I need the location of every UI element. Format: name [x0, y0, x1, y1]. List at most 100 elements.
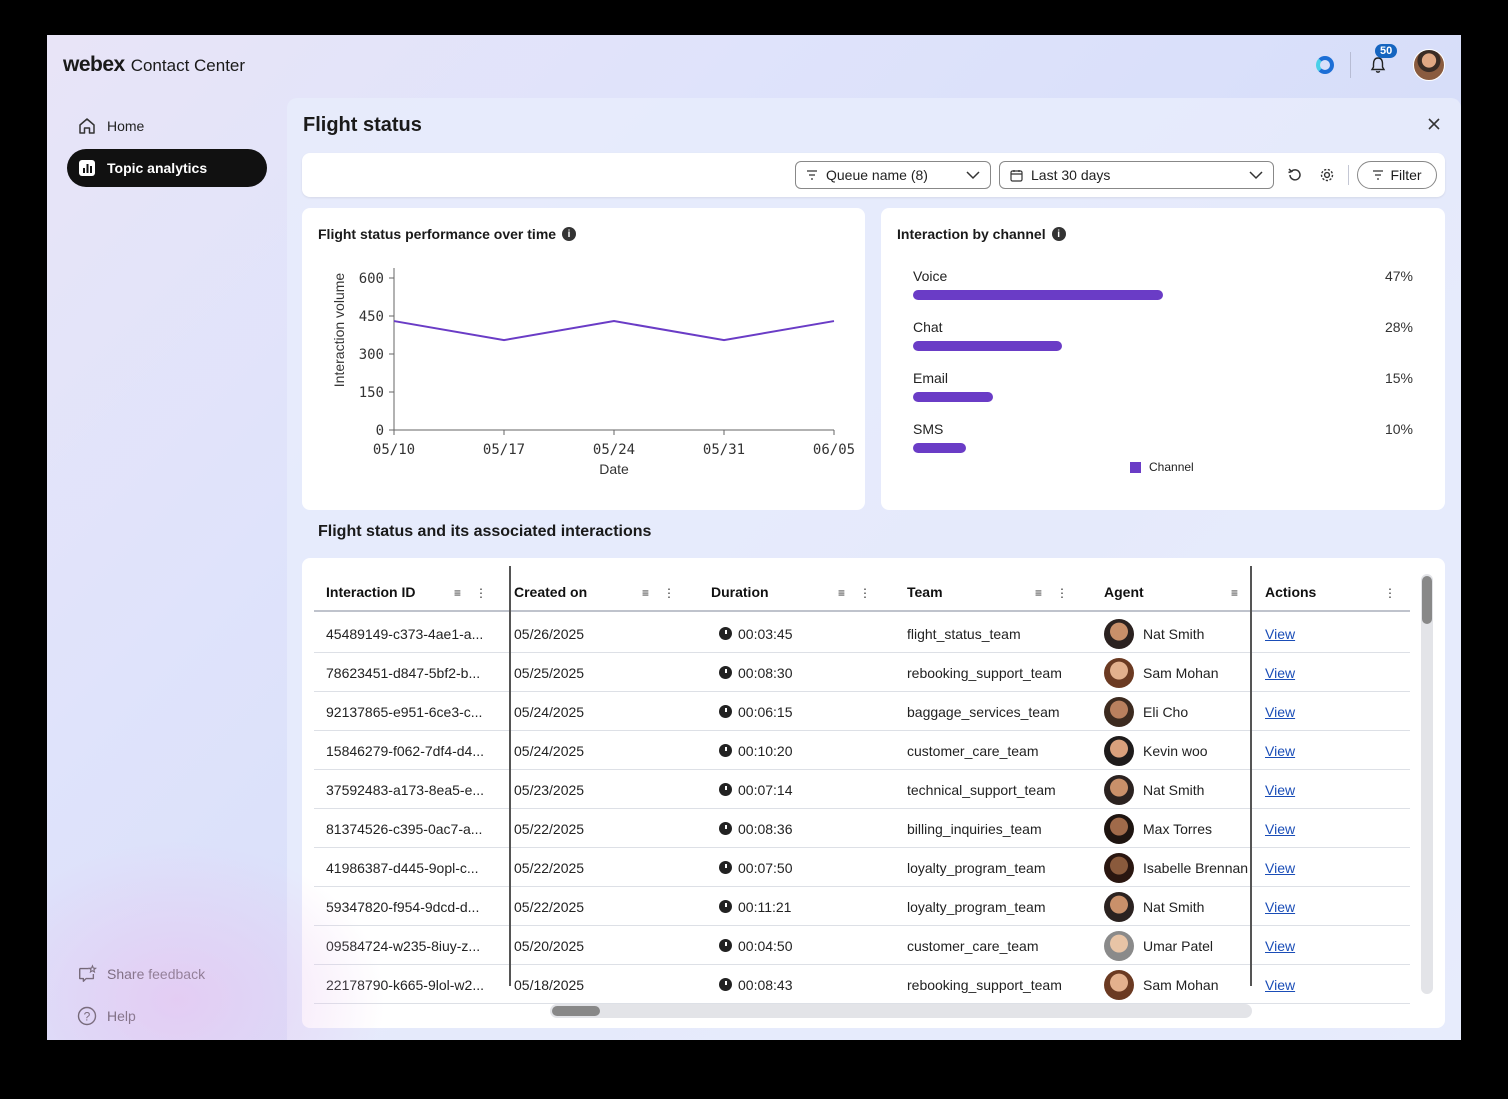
duration-cell: 00:08:36 [719, 809, 889, 848]
view-link[interactable]: View [1265, 703, 1296, 720]
column-menu[interactable]: ≡ ⋮ [642, 586, 675, 600]
view-link[interactable]: View [1265, 820, 1296, 837]
clock-icon [719, 978, 732, 991]
table-row[interactable]: 09584724-w235-8iuy-z... 05/20/2025 00:04:5… [314, 926, 1410, 965]
actions-cell: View [1265, 809, 1345, 848]
duration-cell: 00:11:21 [719, 887, 889, 926]
filter-lines-icon[interactable]: ≡ [1231, 586, 1239, 600]
more-vertical-icon[interactable]: ⋮ [859, 586, 872, 600]
team-cell: rebooking_support_team [907, 976, 1062, 993]
table-row[interactable]: 78623451-d847-5bf2-b... 05/25/2025 00:08:3… [314, 653, 1410, 692]
agent-cell: Nat Smith [1104, 614, 1254, 653]
channel-bar[interactable] [913, 341, 1062, 351]
view-link[interactable]: View [1265, 625, 1296, 642]
status-ring-icon[interactable] [1316, 56, 1334, 74]
filter-lines-icon[interactable]: ≡ [1035, 586, 1043, 600]
table-row[interactable]: 15846279-f062-7df4-d4... 05/24/2025 00:10:… [314, 731, 1410, 770]
more-vertical-icon[interactable]: ⋮ [1056, 586, 1069, 600]
channel-label: Email [913, 370, 949, 386]
table-row[interactable]: 92137865-e951-6ce3-c... 05/24/2025 00:06:1… [314, 692, 1410, 731]
sidebar-item-home[interactable]: Home [67, 107, 267, 145]
interaction-id-cell: 78623451-d847-5bf2-b... [326, 664, 481, 681]
notifications-button[interactable]: 50 [1365, 44, 1398, 78]
filter-lines-icon [1373, 170, 1384, 180]
view-link[interactable]: View [1265, 781, 1296, 798]
table-row[interactable]: 37592483-a173-8ea5-e... 05/23/2025 00:07:1… [314, 770, 1410, 809]
y-axis-label: Interaction volume [331, 273, 347, 388]
channel-row: Voice 47% [913, 268, 1413, 300]
channel-label: Chat [913, 319, 943, 335]
sidebar-item-label: Home [107, 118, 145, 134]
duration-cell: 00:07:14 [719, 770, 889, 809]
view-link[interactable]: View [1265, 664, 1296, 681]
user-avatar[interactable] [1413, 49, 1445, 81]
table-row[interactable]: 22178790-k665-9lol-w2... 05/18/2025 00:08:… [314, 965, 1410, 1004]
view-link[interactable]: View [1265, 859, 1296, 876]
agent-cell: Umar Patel [1104, 926, 1254, 965]
column-header-interaction-id[interactable]: Interaction ID [326, 584, 416, 600]
column-header-duration[interactable]: Duration [711, 584, 769, 600]
duration-value: 00:10:20 [738, 742, 793, 759]
actions-cell: View [1265, 926, 1345, 965]
pinned-column-divider [1250, 566, 1252, 986]
date-range-select[interactable]: Last 30 days [999, 161, 1274, 189]
agent-cell: Sam Mohan [1104, 965, 1254, 1004]
clock-icon [719, 900, 732, 913]
brand-logo: webex Contact Center [63, 53, 245, 77]
channel-bar[interactable] [913, 392, 993, 402]
close-button[interactable] [1427, 114, 1441, 137]
filter-lines-icon[interactable]: ≡ [642, 586, 650, 600]
clock-icon [719, 783, 732, 796]
filter-lines-icon[interactable]: ≡ [454, 586, 462, 600]
table-row[interactable]: 81374526-c395-0ac7-a... 05/22/2025 00:08:3… [314, 809, 1410, 848]
column-menu[interactable]: ≡ ⋮ [838, 586, 871, 600]
duration-cell: 00:06:15 [719, 692, 889, 731]
info-icon[interactable]: i [562, 227, 577, 241]
y-tick-label: 450 [359, 309, 384, 325]
info-icon[interactable]: i [1051, 227, 1066, 241]
channel-row: Email 15% [913, 370, 1413, 402]
table-row[interactable]: 45489149-c373-4ae1-a... 05/26/2025 00:03:4… [314, 614, 1410, 653]
agent-cell: Nat Smith [1104, 887, 1254, 926]
column-menu[interactable]: ≡ ⋮ [1035, 586, 1068, 600]
more-vertical-icon[interactable]: ⋮ [1384, 586, 1396, 600]
refresh-button[interactable] [1285, 165, 1305, 185]
filter-lines-icon[interactable]: ≡ [838, 586, 846, 600]
more-vertical-icon[interactable]: ⋮ [663, 586, 676, 600]
actions-cell: View [1265, 614, 1345, 653]
view-link[interactable]: View [1265, 742, 1296, 759]
column-header-team[interactable]: Team [907, 584, 943, 600]
filter-button[interactable]: Filter [1357, 161, 1437, 189]
channel-bar[interactable] [913, 290, 1163, 300]
team-cell: loyalty_program_team [907, 898, 1046, 915]
scrollbar-thumb[interactable] [1422, 576, 1432, 624]
actions-cell: View [1265, 965, 1345, 1004]
vertical-scrollbar[interactable] [1421, 574, 1433, 994]
scrollbar-thumb[interactable] [552, 1006, 600, 1016]
sidebar-item-topic-analytics[interactable]: Topic analytics [67, 149, 267, 187]
more-vertical-icon[interactable]: ⋮ [475, 586, 488, 600]
settings-button[interactable] [1317, 165, 1337, 185]
table-row[interactable]: 41986387-d445-9opl-c... 05/22/2025 00:07:5… [314, 848, 1410, 887]
view-link[interactable]: View [1265, 898, 1296, 915]
table-row[interactable]: 59347820-f954-9dcd-d... 05/22/2025 00:11:2… [314, 887, 1410, 926]
duration-value: 00:07:14 [738, 781, 793, 798]
avatar [1104, 891, 1134, 922]
interaction-id-cell: 09584724-w235-8iuy-z... [326, 937, 481, 954]
view-link[interactable]: View [1265, 976, 1296, 993]
column-menu[interactable]: ≡ ⋮ [454, 586, 487, 600]
agent-name: Kevin woo [1143, 742, 1208, 759]
queue-select[interactable]: Queue name (8) [795, 161, 991, 189]
help-button[interactable]: ? Help [67, 997, 267, 1035]
column-header-agent[interactable]: Agent [1104, 584, 1144, 600]
app-window: webex Contact Center 50 Home Topic analy… [47, 35, 1461, 1040]
channel-bar[interactable] [913, 443, 967, 453]
share-feedback-button[interactable]: Share feedback [67, 955, 267, 993]
column-menu[interactable]: ⋮ [1384, 586, 1396, 600]
horizontal-scrollbar[interactable] [550, 1004, 1252, 1018]
view-link[interactable]: View [1265, 937, 1296, 954]
column-header-created-on[interactable]: Created on [514, 584, 588, 600]
clock-icon [719, 822, 732, 835]
column-menu[interactable]: ≡ [1231, 586, 1238, 600]
duration-cell: 00:03:45 [719, 614, 889, 653]
